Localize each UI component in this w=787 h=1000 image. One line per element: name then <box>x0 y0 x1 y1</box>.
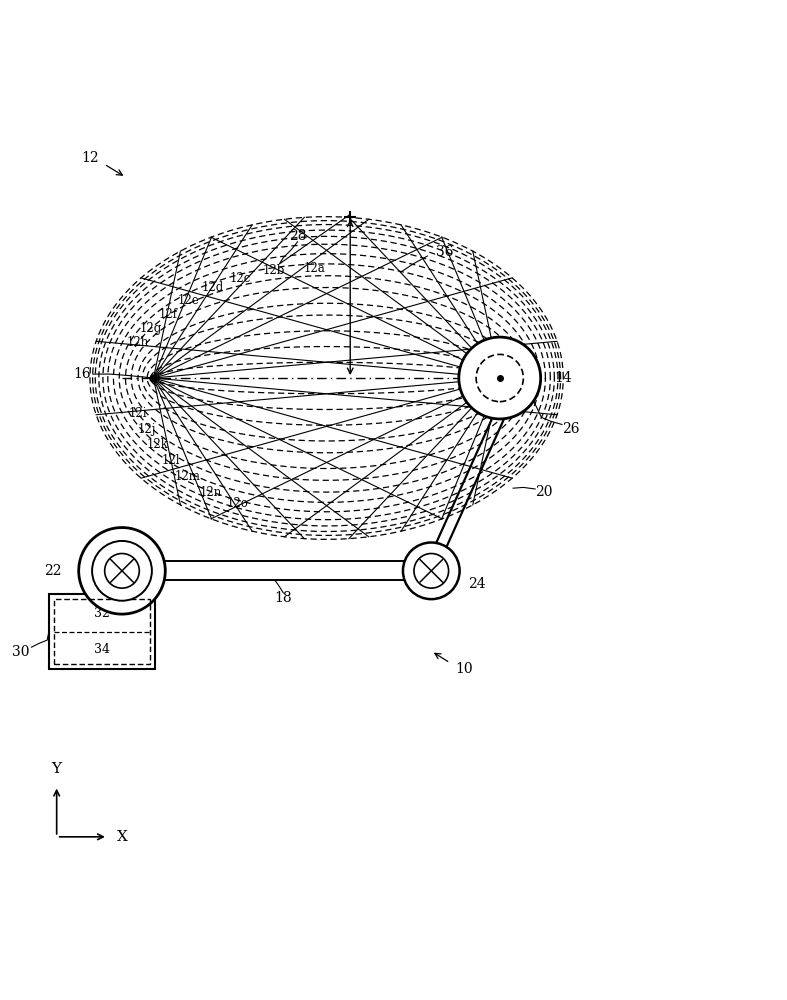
Text: 24: 24 <box>468 577 486 591</box>
Text: 34: 34 <box>94 643 110 656</box>
Text: 22: 22 <box>44 564 61 578</box>
Bar <box>54 599 150 664</box>
Circle shape <box>403 542 460 599</box>
Text: 12h: 12h <box>127 336 149 349</box>
Text: 30: 30 <box>13 645 30 659</box>
Text: 12n: 12n <box>200 486 222 499</box>
Bar <box>143 561 431 580</box>
Text: 32: 32 <box>94 607 110 620</box>
Text: 12e: 12e <box>178 294 200 307</box>
Text: 12g: 12g <box>140 322 162 335</box>
Bar <box>49 594 155 669</box>
Text: 12j: 12j <box>137 423 156 436</box>
Text: 12a: 12a <box>304 262 326 275</box>
Text: 16: 16 <box>73 367 91 381</box>
Text: 12d: 12d <box>201 281 224 294</box>
Text: 12c: 12c <box>229 272 251 285</box>
Text: 12b: 12b <box>263 264 285 277</box>
Circle shape <box>92 541 152 601</box>
Text: 36: 36 <box>436 245 453 259</box>
Text: 12i: 12i <box>128 407 147 420</box>
Text: 26: 26 <box>562 422 579 436</box>
Text: 12m: 12m <box>175 470 200 483</box>
Circle shape <box>79 528 165 614</box>
Text: 10: 10 <box>456 662 473 676</box>
Text: 14: 14 <box>554 371 572 385</box>
Text: Y: Y <box>52 762 61 776</box>
Text: 12l: 12l <box>161 454 180 467</box>
Text: 12k: 12k <box>146 438 168 451</box>
Text: 12: 12 <box>82 151 99 165</box>
Text: X: X <box>117 830 128 844</box>
Text: 20: 20 <box>535 485 552 499</box>
Text: 28: 28 <box>289 229 306 243</box>
Text: 12o: 12o <box>227 497 249 510</box>
Text: 12f: 12f <box>159 308 178 321</box>
Circle shape <box>459 337 541 419</box>
Text: 18: 18 <box>275 591 292 605</box>
